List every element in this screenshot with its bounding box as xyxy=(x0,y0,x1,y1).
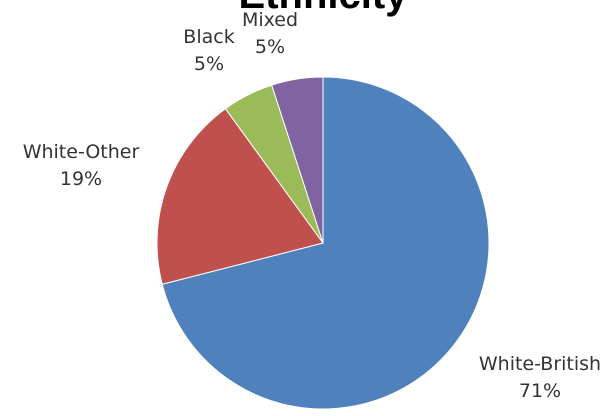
slice-label-mixed: Mixed 5% xyxy=(242,9,298,58)
slice-labels: White-British 71% White-Other 19% Black 5%Mix… xyxy=(23,9,601,402)
chart-title: Ethnicity xyxy=(239,0,409,17)
slice-label-white-other: White-Other 19% xyxy=(23,141,140,190)
pie-slice-white-other xyxy=(156,108,324,285)
slice-label-white-british: White-British 71% xyxy=(479,353,601,402)
slice-label-black: Black 5% xyxy=(183,26,234,75)
pie-slices xyxy=(156,76,490,410)
pie-slice-white-british xyxy=(161,76,490,410)
pie-slice-mixed xyxy=(271,76,324,244)
